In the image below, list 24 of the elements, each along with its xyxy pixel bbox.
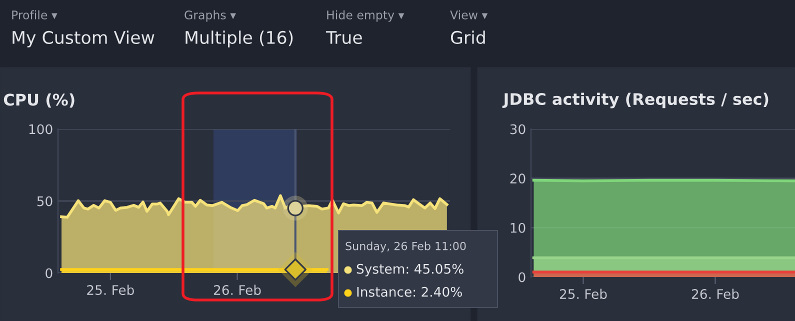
y-tick-label: 30 [510, 124, 526, 134]
text: Grid [450, 30, 485, 44]
text: My Custom View [12, 30, 154, 48]
y-tick-label: 0 [518, 272, 526, 282]
text: Profile ▾ [12, 10, 58, 20]
text: Multiple (16) [186, 30, 293, 48]
text: True [326, 31, 362, 44]
text: Instance: 2.40% [357, 286, 462, 297]
x-tick-label: 26. Feb [214, 284, 261, 296]
text: Hide empty ▾ [327, 10, 404, 22]
y-tick-label: 0 [46, 268, 52, 278]
x-tick-label: 25. Feb [87, 284, 134, 296]
annotation: System: 45.05% [356, 264, 464, 276]
x-tick-label: 26. Feb [692, 288, 739, 300]
y-tick-label: 20 [510, 174, 526, 184]
y-tick-label: 10 [510, 222, 526, 233]
x-tick-label: 25. Feb [560, 288, 607, 300]
chart-title: JDBC activity (Requests / sec) [502, 92, 768, 108]
text: Graphs ▾ [184, 10, 236, 22]
annotation: Sunday, 26 Feb 11:00 [346, 242, 466, 252]
text: View ▾ [450, 10, 488, 20]
chart-title: CPU (%) [4, 93, 74, 108]
y-tick-label: 50 [37, 196, 52, 206]
y-tick-label: 100 [29, 124, 52, 134]
